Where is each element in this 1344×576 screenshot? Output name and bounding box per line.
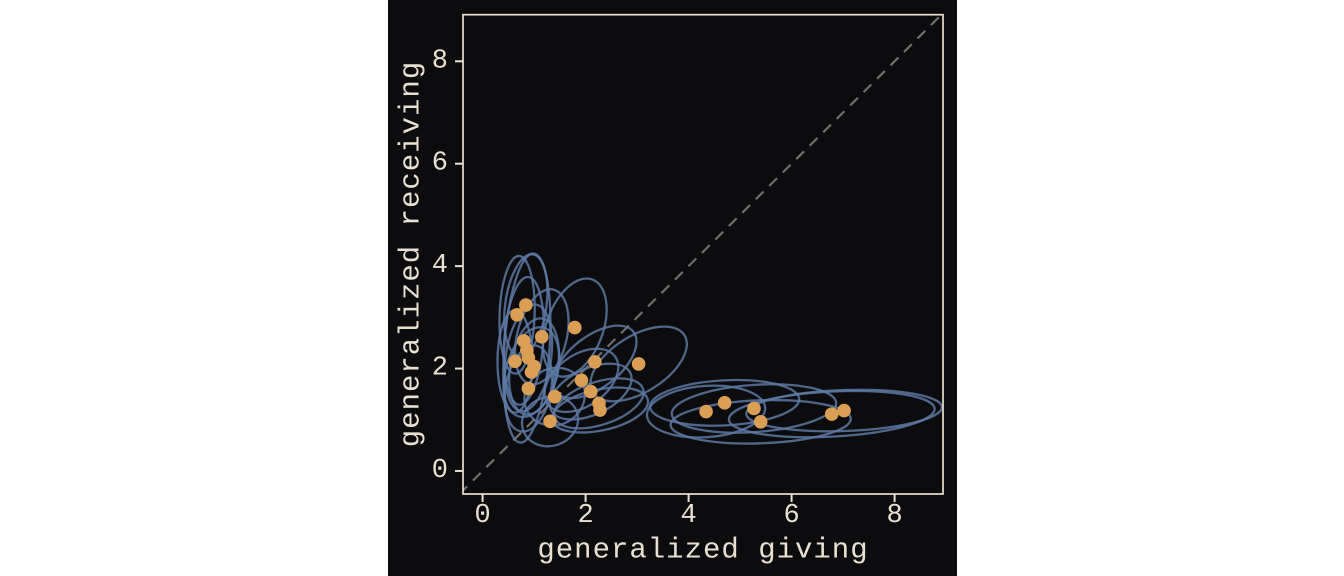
data-point — [631, 357, 646, 371]
y-tick-label: 6 — [432, 149, 448, 179]
data-points-group — [508, 298, 851, 429]
data-point — [747, 401, 761, 416]
y-tick-label: 0 — [432, 456, 448, 486]
x-tick-label: 2 — [577, 501, 593, 531]
covariance-ellipse — [502, 326, 561, 419]
data-point — [753, 414, 768, 429]
covariance-ellipse — [498, 254, 536, 375]
x-tick-label: 8 — [886, 501, 902, 531]
data-point — [508, 354, 522, 369]
plot-border — [462, 13, 944, 495]
figure-panel: 0 2 4 6 8 0 2 4 6 8 generalized giving generaliz… — [388, 0, 957, 576]
covariance-ellipses-group — [496, 252, 943, 448]
data-point — [567, 320, 582, 335]
data-point — [547, 389, 562, 404]
covariance-ellipse — [645, 384, 767, 439]
data-point — [824, 407, 839, 421]
y-axis-label: generalized receiving — [395, 61, 428, 447]
data-point — [717, 396, 732, 410]
covariance-ellipse — [648, 378, 801, 427]
data-point — [574, 373, 589, 388]
covariance-ellipse — [520, 395, 580, 448]
data-point — [534, 329, 549, 344]
covariance-ellipse — [745, 388, 943, 433]
x-tick-label: 6 — [783, 501, 799, 531]
covariance-ellipse — [669, 398, 852, 445]
data-point — [593, 403, 607, 417]
data-point — [510, 307, 524, 322]
data-point — [519, 298, 533, 312]
scatter-plot: 0 2 4 6 8 0 2 4 6 8 generalized giving generaliz… — [395, 13, 944, 567]
data-point — [588, 355, 602, 369]
data-point — [543, 414, 557, 429]
data-point — [837, 403, 851, 418]
data-point — [699, 404, 713, 419]
y-tick-label: 4 — [432, 251, 448, 281]
y-tick-label: 8 — [432, 46, 448, 76]
data-point — [521, 381, 536, 396]
data-point — [583, 384, 598, 399]
y-axis-ticks: 0 2 4 6 8 — [432, 46, 463, 486]
x-axis-label: generalized giving — [537, 534, 868, 567]
y-tick-label: 2 — [432, 354, 448, 384]
x-tick-label: 4 — [680, 501, 696, 531]
data-point — [524, 365, 539, 379]
x-axis-ticks: 0 2 4 6 8 — [474, 494, 903, 531]
x-tick-label: 0 — [474, 501, 490, 531]
covariance-ellipse — [502, 252, 552, 444]
